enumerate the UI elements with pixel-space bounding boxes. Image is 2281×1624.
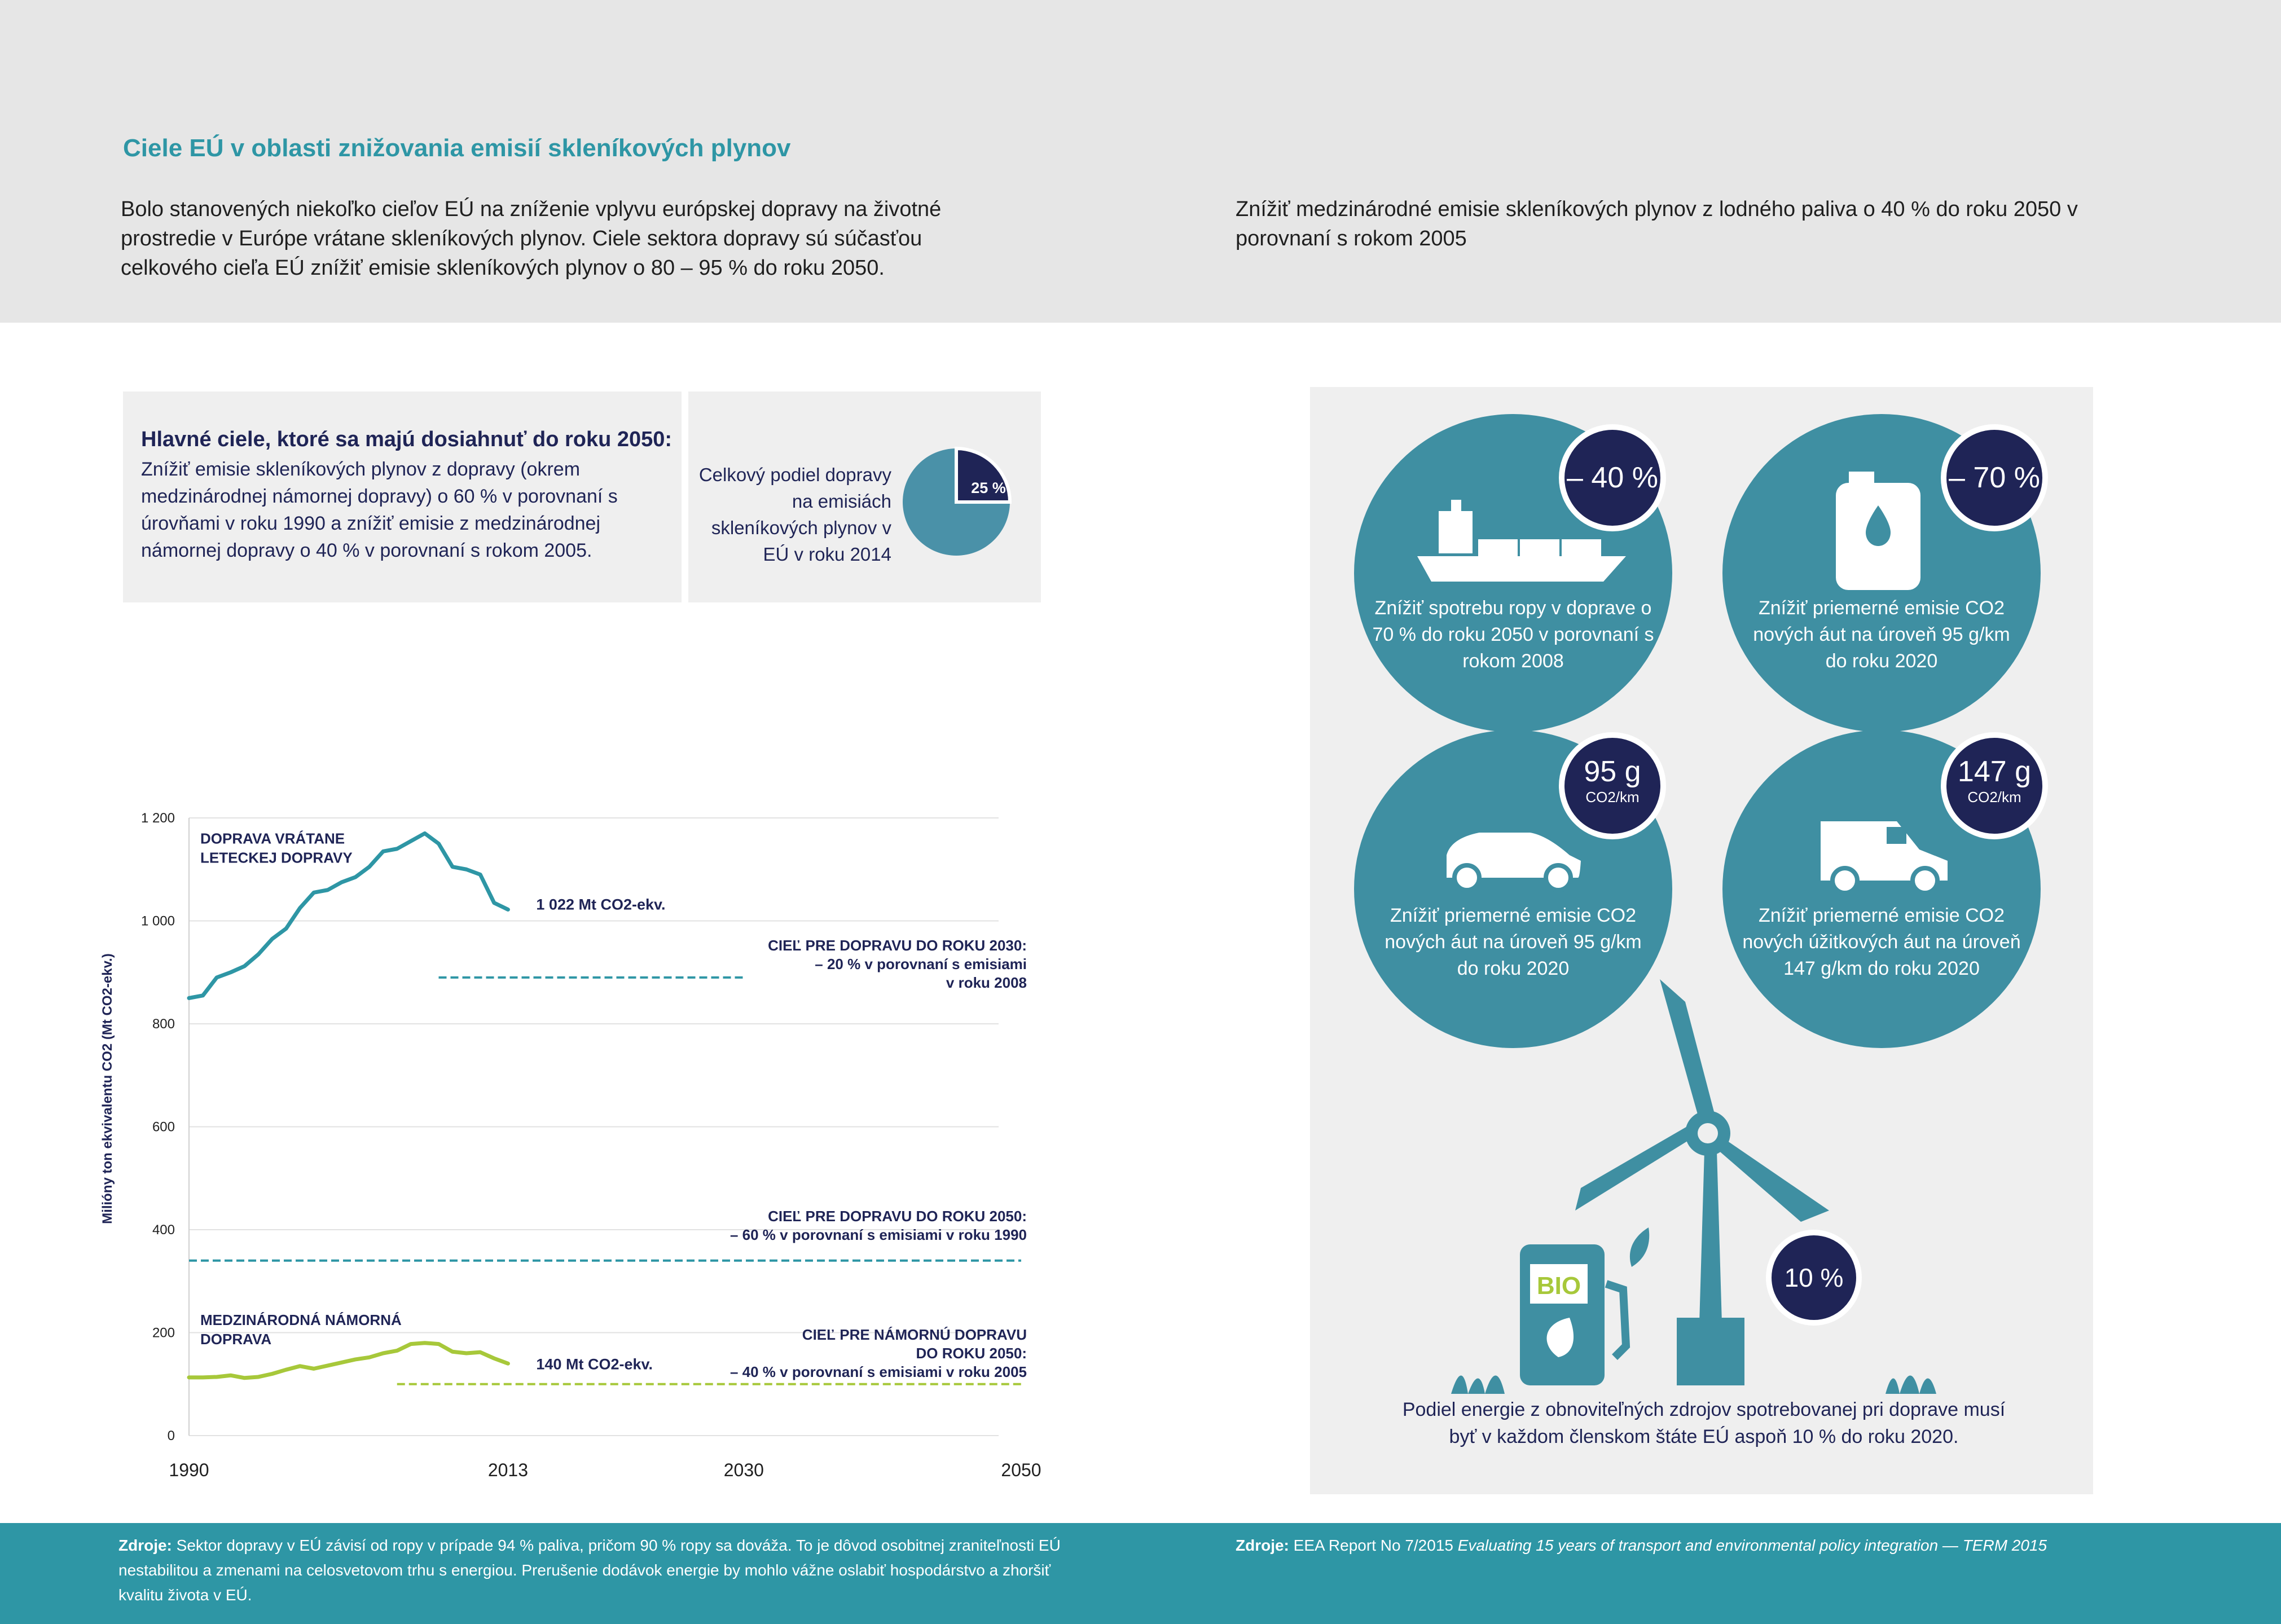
intro-left-text: Bolo stanovených niekoľko cieľov EÚ na z… [121, 197, 942, 280]
share-pie-label: 25 % [971, 479, 1006, 496]
chart-labels: CIEĽ PRE DOPRAVU DO ROKU 2030: – 20 % v p… [200, 830, 1027, 1380]
footer [0, 1523, 2281, 1624]
x-tick-label: 1990 [169, 1460, 209, 1480]
x-tick-label: 2050 [1001, 1460, 1041, 1480]
series-line [187, 1341, 510, 1380]
y-tick-label: 400 [152, 1222, 175, 1238]
target-label: – 60 % v porovnaní s emisiami v roku 199… [730, 1226, 1027, 1243]
badge-147g-value: 147 g [1957, 755, 2032, 788]
goals-heading: Hlavné ciele, ktoré sa majú dosiahnuť do… [141, 428, 673, 451]
y-tick-label: 200 [152, 1326, 175, 1341]
badge-147g: 147 g CO2/km [1941, 732, 2048, 839]
car-icon [1447, 833, 1581, 892]
page-title: Ciele EÚ v oblasti znižovania emisií skl… [123, 134, 791, 162]
badge-95g-value: 95 g [1584, 755, 1641, 788]
target-label: v roku 2008 [946, 974, 1027, 991]
chart-ticks: 0 200 400 600 800 1 000 1 200 1990 2013 2030 2050 [141, 811, 1041, 1480]
y-tick-label: 1 200 [141, 811, 175, 826]
grass-decoration [1451, 1375, 1936, 1394]
series-line [187, 831, 510, 1000]
y-tick-label: 0 [168, 1428, 175, 1443]
series-name-label: LETECKEJ DOPRAVY [200, 850, 353, 866]
bio-label: BIO [1537, 1272, 1581, 1300]
badge-10-percent-value: 10 % [1784, 1263, 1844, 1292]
bio-pump-icon: BIO [1520, 1227, 1650, 1385]
badge-minus-40: – 40 % [1559, 424, 1666, 531]
badge-95g-unit: CO2/km [1585, 789, 1640, 806]
target-label: CIEĽ PRE NÁMORNÚ DOPRAVU [802, 1326, 1027, 1343]
circle-147g-text: Znížiť priemerné emisie CO2 nových úžitk… [1742, 905, 2021, 979]
wind-turbine-icon [1575, 979, 1829, 1385]
badge-10-percent: 10 % [1766, 1230, 1862, 1326]
renewable-text: Podiel energie z obnoviteľných zdrojov s… [1402, 1399, 2006, 1447]
target-label: – 20 % v porovnaní s emisiami [815, 956, 1027, 972]
badge-minus-70-value: – 70 % [1949, 461, 2040, 494]
footer-left: Zdroje: Sektor dopravy v EÚ závisí od ro… [118, 1533, 1078, 1608]
header-band [0, 0, 2281, 323]
target-label: – 40 % v porovnaní s emisiami v roku 200… [730, 1363, 1027, 1380]
circle-95g-text: Znížiť priemerné emisie CO2 nových áut n… [1385, 905, 1642, 979]
x-tick-label: 2013 [488, 1460, 528, 1480]
target-label: DO ROKU 2050: [916, 1345, 1027, 1362]
chart-grid [188, 817, 999, 1436]
footer-right-italic: Evaluating 15 years of transport and env… [1457, 1537, 2047, 1554]
badge-147g-unit: CO2/km [1967, 789, 2021, 806]
circle-co2-cars-text: Znížiť priemerné emisie CO2 nových áut n… [1753, 597, 2010, 672]
footer-right-plain: EEA Report No 7/2015 [1293, 1537, 1453, 1554]
share-pie: 25 % [903, 446, 1012, 556]
series-end-label: 1 022 Mt CO2-ekv. [536, 896, 665, 913]
circle-oil-text: Znížiť spotrebu ropy v doprave o 70 % do… [1372, 597, 1654, 672]
intro-right-text: Znížiť medzinárodné emisie skleníkových … [1236, 197, 2078, 250]
target-label: CIEĽ PRE DOPRAVU DO ROKU 2030: [768, 937, 1027, 954]
badge-minus-40-value: – 40 % [1567, 461, 1658, 494]
series-name-label: DOPRAVA [200, 1331, 271, 1348]
badge-95g: 95 g CO2/km [1559, 732, 1666, 839]
x-tick-label: 2030 [724, 1460, 764, 1480]
goals-box [123, 391, 682, 602]
ship-icon [1417, 500, 1626, 582]
y-tick-label: 600 [152, 1120, 175, 1135]
series-end-label: 140 Mt CO2-ekv. [536, 1355, 653, 1372]
target-label: CIEĽ PRE DOPRAVU DO ROKU 2050: [768, 1208, 1027, 1225]
y-tick-label: 800 [152, 1016, 175, 1032]
y-axis-label: Milióny ton ekvivalentu CO2 (Mt CO2-ekv.… [100, 953, 115, 1224]
y-tick-label: 1 000 [141, 914, 175, 929]
goals-text: Znížiť emisie skleníkových plynov z dopr… [141, 459, 618, 561]
chart-series [187, 831, 510, 1380]
series-name-label: MEDZINÁRODNÁ NÁMORNÁ [200, 1311, 402, 1328]
share-pie-slice [955, 446, 1012, 504]
van-icon [1821, 821, 1948, 895]
share-label: Celkový podiel dopravy na emisiách sklen… [698, 464, 891, 565]
chart-targets [189, 976, 1021, 1385]
oil-barrel-icon [1836, 472, 1920, 590]
footer-right-label: Zdroje: [1236, 1537, 1289, 1554]
footer-left-label: Zdroje: [118, 1537, 172, 1554]
footer-left-text: Sektor dopravy v EÚ závisí od ropy v prí… [118, 1537, 1061, 1604]
badge-minus-70: – 70 % [1941, 424, 2048, 531]
footer-right: Zdroje: EEA Report No 7/2015 Evaluating … [1236, 1533, 2223, 1558]
series-name-label: DOPRAVA VRÁTANE [200, 830, 345, 847]
